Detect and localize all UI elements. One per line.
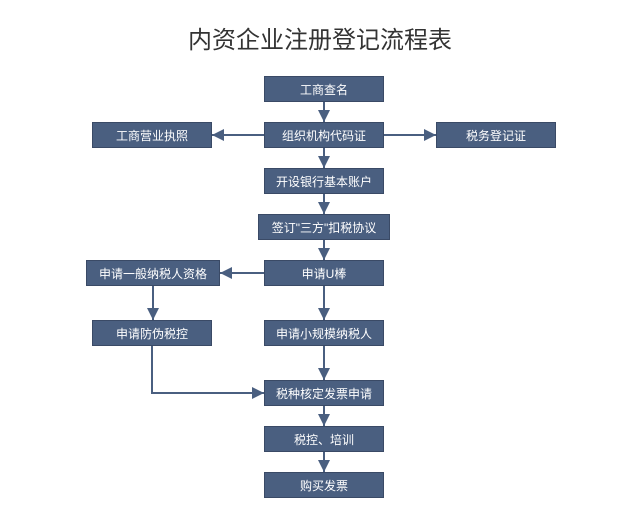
- node-n1: 工商查名: [264, 76, 384, 102]
- node-n6: 签订"三方"扣税协议: [258, 214, 390, 240]
- node-n10: 申请小规模纳税人: [264, 320, 384, 346]
- node-n4: 税务登记证: [436, 122, 556, 148]
- node-n7: 申请U棒: [264, 260, 384, 286]
- node-n3: 工商营业执照: [92, 122, 212, 148]
- node-n9: 申请防伪税控: [92, 320, 212, 346]
- node-n12: 税控、培训: [264, 426, 384, 452]
- node-n11: 税种核定发票申请: [264, 380, 384, 406]
- node-n2: 组织机构代码证: [264, 122, 384, 148]
- chart-title: 内资企业注册登记流程表: [0, 20, 640, 55]
- node-n13: 购买发票: [264, 472, 384, 498]
- node-n5: 开设银行基本账户: [264, 168, 384, 194]
- node-n8: 申请一般纳税人资格: [86, 260, 220, 286]
- flowchart-canvas: 内资企业注册登记流程表 工商查名组织机构代码证 工商营业执照 税务登记证开设银行基本…: [0, 0, 640, 524]
